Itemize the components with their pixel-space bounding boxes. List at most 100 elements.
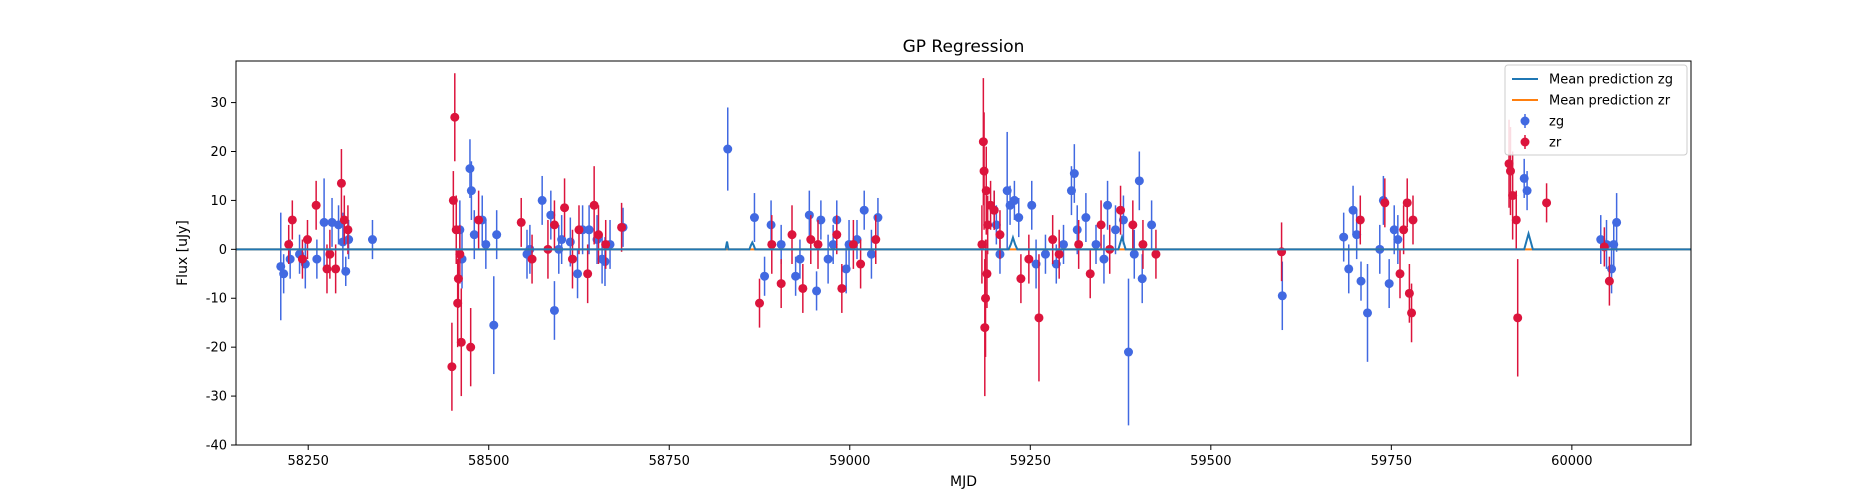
point-zr (981, 293, 991, 303)
point-zg (776, 239, 786, 249)
legend-swatch-marker (1520, 116, 1530, 126)
point-zr (1054, 249, 1064, 259)
point-zr (1513, 313, 1523, 323)
point-zr (1138, 239, 1148, 249)
point-zr (284, 239, 294, 249)
point-zg (481, 239, 491, 249)
line-Mean-prediction-zg (236, 229, 1691, 251)
axes: 58250 58500 58750 59000 59250 59500 59750 60000… (206, 60, 1692, 469)
point-zr (1355, 215, 1365, 225)
point-zg (723, 144, 733, 154)
legend-item: Mean prediction zg (1512, 73, 1673, 88)
point-zr (1404, 288, 1414, 298)
axes-frame (235, 60, 1692, 446)
point-zr (755, 298, 765, 308)
series-zr (284, 73, 1614, 411)
point-zr (311, 200, 321, 210)
point-zr (1395, 269, 1405, 279)
point-zg (1072, 225, 1082, 235)
point-zg (823, 254, 833, 264)
x-tick-label: 58250 (288, 454, 329, 469)
point-zr (871, 235, 881, 245)
x-tick-label: 58750 (649, 454, 690, 469)
point-zr (516, 217, 526, 227)
series-zg (276, 107, 1622, 426)
legend-item: Mean prediction zr (1512, 94, 1671, 109)
point-zg (1348, 205, 1358, 215)
point-zr (325, 249, 335, 259)
legend: Mean prediction zg Mean prediction zr zg zr (1504, 64, 1688, 156)
point-zg (1099, 254, 1109, 264)
point-zr (856, 259, 866, 269)
point-zr (583, 269, 593, 279)
point-zg (565, 237, 575, 247)
point-zg (341, 266, 351, 276)
point-zg (866, 249, 876, 259)
point-zr (297, 254, 307, 264)
point-zr (474, 215, 484, 225)
point-zg (573, 269, 583, 279)
point-zr (848, 239, 858, 249)
point-zg (828, 239, 838, 249)
legend-box (1504, 64, 1688, 156)
chart-title: GP Regression (903, 37, 1025, 57)
point-zr (593, 230, 603, 240)
point-zg (546, 210, 556, 220)
point-zg (1129, 249, 1139, 259)
plot-area (236, 73, 1691, 426)
point-zr (1096, 220, 1106, 230)
point-zr (287, 215, 297, 225)
plot-inner (236, 73, 1691, 426)
x-tick-label: 58500 (468, 454, 509, 469)
point-zg (1612, 217, 1622, 227)
point-zr (567, 254, 577, 264)
point-zr (767, 239, 777, 249)
point-zg (795, 254, 805, 264)
point-zr (813, 239, 823, 249)
point-zg (492, 230, 502, 240)
legend-swatch-marker (1520, 137, 1530, 147)
point-zr (977, 239, 987, 249)
point-zr (589, 200, 599, 210)
point-zg (1014, 213, 1024, 223)
point-zg (859, 205, 869, 215)
legend-label: zr (1549, 136, 1562, 151)
point-zg (279, 269, 289, 279)
point-zr (336, 178, 346, 188)
point-zg (1134, 176, 1144, 186)
point-zr (1048, 235, 1058, 245)
point-zg (1081, 213, 1091, 223)
point-zg (1363, 308, 1373, 318)
point-zg (557, 235, 567, 245)
x-tick-label: 59750 (1371, 454, 1412, 469)
point-zg (1607, 264, 1617, 274)
point-zg (1356, 276, 1366, 286)
point-zg (1027, 200, 1037, 210)
point-zr (989, 205, 999, 215)
point-zr (549, 220, 559, 230)
point-zg (312, 254, 322, 264)
point-zg (584, 225, 594, 235)
point-zr (981, 186, 991, 196)
point-zr (339, 215, 349, 225)
point-zr (302, 235, 312, 245)
point-zg (1123, 347, 1133, 357)
point-zg (1110, 225, 1120, 235)
point-zg (1344, 264, 1354, 274)
point-zg (367, 235, 377, 245)
point-zr (1085, 269, 1095, 279)
point-zg (804, 210, 814, 220)
y-axis-label: Flux [uJy] (175, 220, 191, 286)
point-zg (1059, 239, 1069, 249)
point-zr (1016, 274, 1026, 284)
point-zg (537, 195, 547, 205)
x-tick-label: 59000 (829, 454, 870, 469)
point-zg (1393, 235, 1403, 245)
point-zg (1384, 279, 1394, 289)
y-tick-label: 10 (210, 194, 227, 209)
point-zr (1024, 254, 1034, 264)
point-zg (489, 320, 499, 330)
point-zr (331, 264, 341, 274)
point-zg (1091, 239, 1101, 249)
y-tick-label: -20 (206, 341, 227, 356)
